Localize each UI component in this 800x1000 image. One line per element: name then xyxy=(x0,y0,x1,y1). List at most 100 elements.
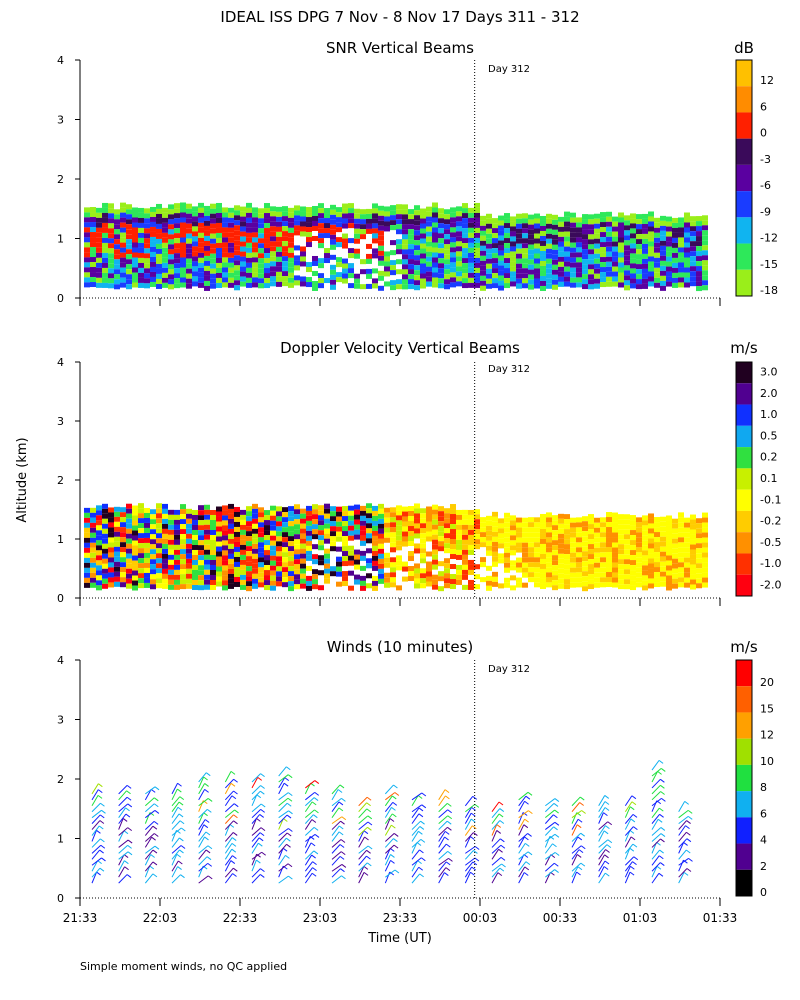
colorbar-tick-label: -0.5 xyxy=(760,536,781,549)
heatmap-cell xyxy=(348,238,354,244)
heatmap-cell xyxy=(570,247,576,253)
heatmap-cell xyxy=(408,269,414,275)
heatmap-cell xyxy=(252,503,258,509)
heatmap-cell xyxy=(624,265,630,271)
heatmap-cell xyxy=(234,265,240,271)
heatmap-cell xyxy=(276,551,282,557)
heatmap-cell xyxy=(450,514,456,520)
heatmap-cell xyxy=(324,553,330,559)
heatmap-cell xyxy=(528,552,534,558)
wind-barb xyxy=(118,844,128,854)
heatmap-cell xyxy=(174,579,180,585)
heatmap-cell xyxy=(228,508,234,514)
heatmap-cell xyxy=(210,554,216,560)
heatmap-cell xyxy=(150,534,156,540)
heatmap-cell xyxy=(444,279,450,285)
heatmap-cell xyxy=(396,279,402,285)
heatmap-cell xyxy=(372,238,378,244)
wind-barb-flag xyxy=(256,859,261,864)
wind-barb xyxy=(411,826,421,836)
heatmap-cell xyxy=(420,248,426,254)
heatmap-cell xyxy=(270,560,276,566)
heatmap-cell xyxy=(624,519,630,525)
heatmap-cell xyxy=(174,524,180,530)
wind-barb-flag xyxy=(98,783,103,788)
heatmap-cell xyxy=(588,264,594,270)
heatmap-cell xyxy=(618,559,624,565)
heatmap-cell xyxy=(408,516,414,522)
heatmap-cell xyxy=(252,533,258,539)
wind-barb-flag xyxy=(261,851,266,856)
heatmap-cell xyxy=(174,213,180,219)
heatmap-cell xyxy=(270,271,276,277)
heatmap-cell xyxy=(162,568,168,574)
wind-barb-flag xyxy=(527,791,533,796)
wind-barb-flag xyxy=(661,797,666,802)
heatmap-cell xyxy=(228,558,234,564)
heatmap-cell xyxy=(636,517,642,523)
heatmap-cell xyxy=(684,517,690,523)
heatmap-cell xyxy=(438,521,444,527)
heatmap-cell xyxy=(588,574,594,580)
wind-barb-flag xyxy=(152,849,158,854)
heatmap-cell xyxy=(606,567,612,573)
heatmap-cell xyxy=(480,562,486,568)
heatmap-cell xyxy=(366,503,372,509)
heatmap-cell xyxy=(228,227,234,233)
wind-barb xyxy=(545,821,556,830)
heatmap-cell xyxy=(396,505,402,511)
wind-barb-flag xyxy=(124,866,129,871)
wind-barb xyxy=(491,863,502,872)
wind-barb xyxy=(624,843,634,854)
heatmap-cell xyxy=(444,234,450,240)
wind-barb xyxy=(118,866,126,878)
wind-barb xyxy=(278,875,289,884)
heatmap-cell xyxy=(618,247,624,253)
heatmap-cell xyxy=(684,277,690,283)
heatmap-cell xyxy=(588,254,594,260)
heatmap-cell xyxy=(366,268,372,274)
wind-barb-flag xyxy=(230,860,236,864)
heatmap-cell xyxy=(288,536,294,542)
heatmap-cell xyxy=(408,521,414,527)
heatmap-cell xyxy=(108,552,114,558)
heatmap-cell xyxy=(216,521,222,527)
heatmap-cell xyxy=(474,544,480,550)
heatmap-cell xyxy=(282,567,288,573)
wind-barb-flag xyxy=(606,844,612,849)
wind-barb xyxy=(438,820,448,830)
wind-barb xyxy=(678,815,689,825)
heatmap-cell xyxy=(138,583,144,589)
wind-barb-flag xyxy=(527,833,532,837)
heatmap-cell xyxy=(102,563,108,569)
heatmap-cell xyxy=(240,261,246,267)
heatmap-cell xyxy=(306,227,312,233)
heatmap-cell xyxy=(372,268,378,274)
heatmap-cell xyxy=(504,547,510,553)
wind-barb xyxy=(518,872,525,884)
heatmap-cell xyxy=(288,237,294,243)
heatmap-cell xyxy=(342,238,348,244)
heatmap-cell xyxy=(336,536,342,542)
heatmap-cell xyxy=(198,535,204,541)
heatmap-cell xyxy=(612,567,618,573)
heatmap-cell xyxy=(168,279,174,285)
heatmap-cell xyxy=(210,228,216,234)
heatmap-cell xyxy=(450,217,456,223)
heatmap-cell xyxy=(372,560,378,566)
heatmap-cell xyxy=(90,222,96,228)
heatmap-cell xyxy=(210,243,216,249)
heatmap-cell xyxy=(666,550,672,556)
heatmap-cell xyxy=(288,566,294,572)
heatmap-cell xyxy=(138,508,144,514)
wind-barb xyxy=(331,831,340,842)
heatmap-cell xyxy=(84,217,90,223)
heatmap-cell xyxy=(210,549,216,555)
heatmap-cell xyxy=(90,572,96,578)
heatmap-cell xyxy=(438,561,444,567)
heatmap-cell xyxy=(522,233,528,239)
heatmap-cell xyxy=(384,226,390,232)
heatmap-cell xyxy=(468,519,474,525)
heatmap-cell xyxy=(648,513,654,519)
heatmap-cell xyxy=(696,226,702,232)
